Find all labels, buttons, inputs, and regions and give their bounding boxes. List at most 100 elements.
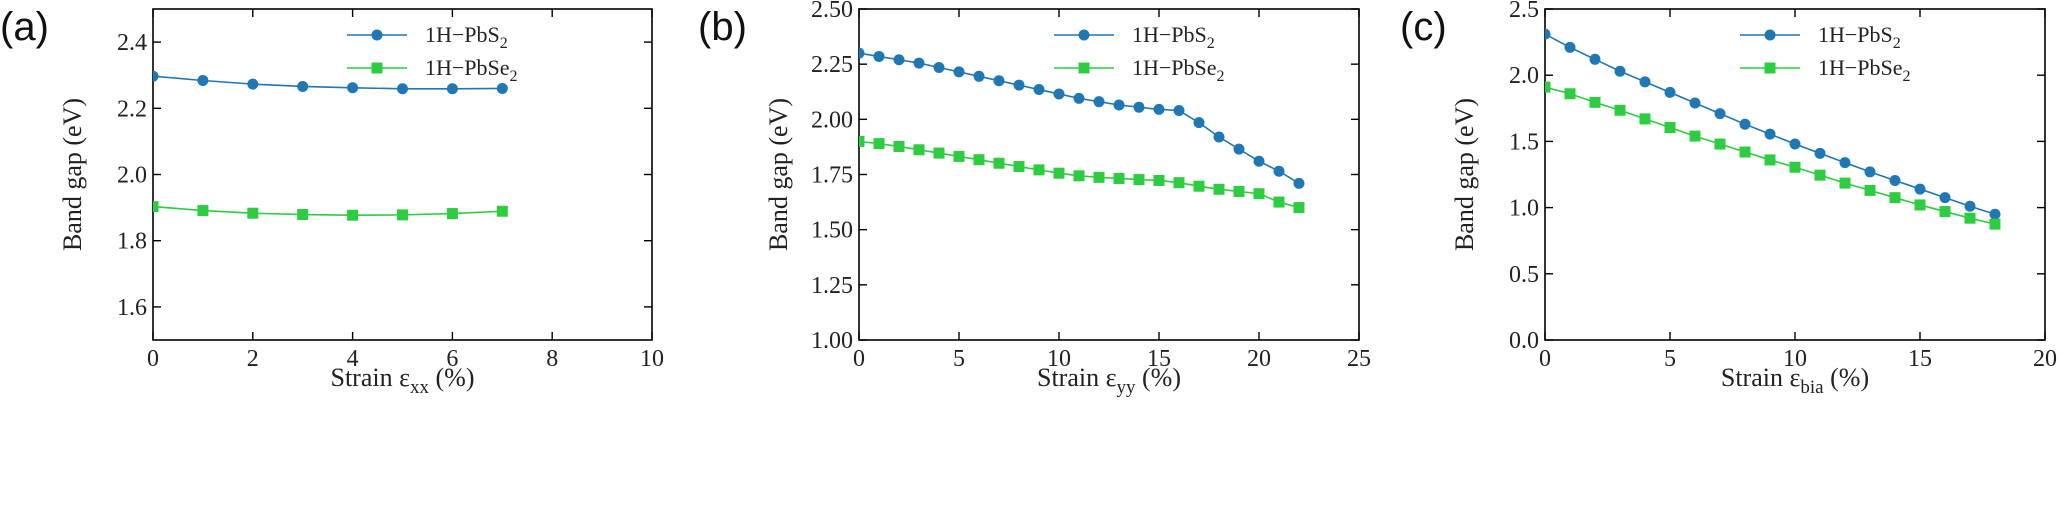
data-point bbox=[1589, 96, 1601, 108]
data-point bbox=[1689, 97, 1701, 109]
y-tick-label: 2.0 bbox=[1509, 63, 1539, 89]
data-point bbox=[1939, 206, 1951, 218]
data-point bbox=[1545, 81, 1551, 93]
data-point bbox=[993, 157, 1005, 169]
data-point bbox=[953, 66, 965, 78]
data-point bbox=[973, 70, 985, 82]
data-point bbox=[973, 154, 985, 166]
y-axis-label: Band gap (eV) bbox=[764, 98, 793, 251]
data-point bbox=[1789, 161, 1801, 173]
plot-frame bbox=[1544, 8, 2046, 341]
data-point bbox=[933, 147, 945, 159]
legend-marker bbox=[1764, 62, 1776, 74]
chart-panel-a: (a) 0 2 4 6 8 10 1.6 1.8 2.0 2.2 2.4 Strain εxx (%) B… bbox=[0, 5, 664, 398]
y-axis-label: Band gap (eV) bbox=[58, 98, 87, 251]
data-point bbox=[347, 82, 359, 94]
plot-area bbox=[859, 47, 1305, 214]
data-point bbox=[1664, 121, 1676, 133]
data-point bbox=[1253, 188, 1265, 200]
series-line-pbs2 bbox=[1545, 33, 1996, 215]
data-point bbox=[1033, 164, 1045, 176]
x-tick-label: 20 bbox=[1247, 346, 1271, 372]
data-point bbox=[1193, 117, 1205, 129]
data-point bbox=[1213, 131, 1225, 143]
data-point bbox=[1253, 155, 1265, 167]
y-tick-label: 2.5 bbox=[1509, 0, 1539, 23]
x-axis-label-main: Strain ε bbox=[1037, 363, 1117, 392]
plot-frame bbox=[152, 8, 653, 341]
x-axis-label-main: Strain ε bbox=[1721, 363, 1801, 392]
data-point bbox=[1914, 183, 1926, 195]
data-point bbox=[1073, 170, 1085, 182]
data-point bbox=[859, 47, 865, 59]
data-point bbox=[1789, 138, 1801, 150]
x-tick-label: 10 bbox=[1783, 346, 1807, 372]
x-tick-label: 5 bbox=[953, 346, 965, 372]
data-point bbox=[1053, 167, 1065, 179]
x-axis-label: Strain εbia (%) bbox=[1721, 363, 1869, 398]
legend-entry-sub: 2 bbox=[510, 68, 518, 85]
data-point bbox=[873, 50, 885, 62]
data-point bbox=[859, 135, 865, 147]
data-point bbox=[1714, 108, 1726, 120]
data-point bbox=[1193, 180, 1205, 192]
data-point bbox=[247, 207, 259, 219]
data-point bbox=[1073, 92, 1085, 104]
x-tick-label: 10 bbox=[1047, 346, 1071, 372]
data-point bbox=[1964, 200, 1976, 212]
data-point bbox=[873, 138, 885, 150]
data-point bbox=[1293, 177, 1305, 189]
x-tick-label: 10 bbox=[640, 346, 664, 372]
data-point bbox=[1093, 96, 1105, 108]
data-point bbox=[1293, 202, 1305, 214]
data-point bbox=[1233, 143, 1245, 155]
x-tick-label: 25 bbox=[1347, 346, 1371, 372]
legend-entry-name: 1H−PbS bbox=[425, 22, 500, 47]
legend-entry-name: 1H−PbSe bbox=[1818, 55, 1903, 80]
legend-marker bbox=[1078, 29, 1090, 41]
x-axis-label: Strain εxx (%) bbox=[330, 363, 474, 398]
data-point bbox=[1564, 88, 1576, 100]
series-line-pbs2 bbox=[153, 75, 503, 90]
data-point bbox=[446, 83, 458, 95]
y-tick-label: 1.0 bbox=[1509, 196, 1539, 222]
legend-entry-name: 1H−PbSe bbox=[1132, 55, 1217, 80]
legend-entry: 1H−PbSe2 bbox=[425, 55, 518, 85]
data-point bbox=[893, 140, 905, 152]
data-point bbox=[1664, 86, 1676, 98]
data-point bbox=[1564, 41, 1576, 53]
data-point bbox=[197, 74, 209, 86]
data-point bbox=[1233, 185, 1245, 197]
data-point bbox=[933, 61, 945, 73]
data-point bbox=[1113, 172, 1125, 184]
x-tick-label: 15 bbox=[1908, 346, 1932, 372]
data-point bbox=[913, 144, 925, 156]
data-point bbox=[297, 209, 309, 221]
legend-entry: 1H−PbSe2 bbox=[1132, 55, 1225, 85]
y-tick-label: 2.00 bbox=[811, 107, 853, 133]
x-axis-label: Strain εyy (%) bbox=[1037, 363, 1181, 398]
chart-panel-b: (b) 0 5 10 15 20 25 1.00 1.25 1.50 1.75 2.00 2.25 2.5… bbox=[698, 0, 1371, 398]
legend-entry-name: 1H−PbSe bbox=[425, 55, 510, 80]
data-point bbox=[1545, 28, 1551, 40]
data-point bbox=[1133, 174, 1145, 186]
data-point bbox=[1814, 147, 1826, 159]
legend-entry-name: 1H−PbS bbox=[1132, 22, 1207, 47]
data-point bbox=[297, 80, 309, 92]
data-point bbox=[1939, 192, 1951, 204]
legend-marker bbox=[371, 62, 383, 74]
data-point bbox=[1173, 177, 1185, 189]
data-point bbox=[1153, 174, 1165, 186]
x-tick-label: 4 bbox=[347, 346, 359, 372]
panel-label: (a) bbox=[0, 5, 49, 49]
data-point bbox=[1889, 174, 1901, 186]
data-point bbox=[1153, 103, 1165, 115]
x-axis-label-sub: bia bbox=[1800, 377, 1824, 398]
y-tick-label: 2.4 bbox=[117, 30, 147, 56]
x-tick-label: 8 bbox=[546, 346, 558, 372]
x-tick-label: 2 bbox=[247, 346, 259, 372]
x-tick-label: 0 bbox=[1539, 346, 1551, 372]
legend-entry-name: 1H−PbS bbox=[1818, 22, 1893, 47]
legend-marker bbox=[371, 29, 383, 41]
